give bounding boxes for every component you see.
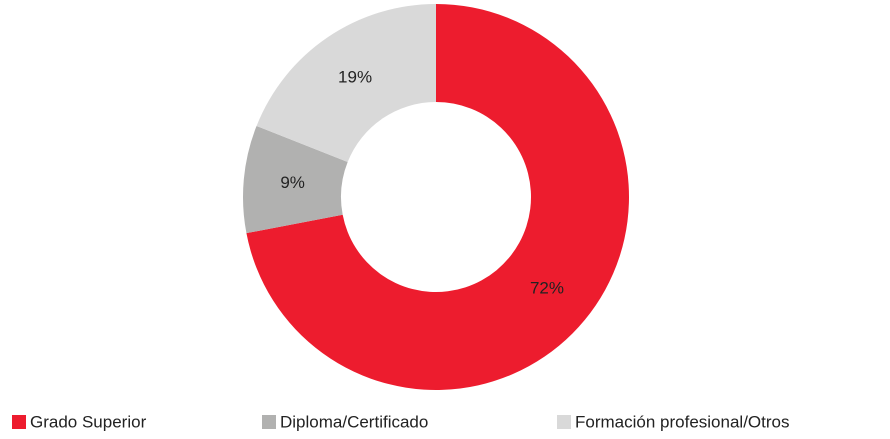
legend-swatch <box>557 415 571 429</box>
donut-segment <box>256 4 436 163</box>
data-label: 72% <box>530 278 564 297</box>
donut-segment <box>243 125 348 234</box>
data-label: 9% <box>280 173 305 192</box>
legend-label: Diploma/Certificado <box>280 412 428 431</box>
data-label: 19% <box>338 67 372 86</box>
legend-label: Grado Superior <box>30 412 147 431</box>
legend-swatch <box>262 415 276 429</box>
legend-swatch <box>12 415 26 429</box>
legend-label: Formación profesional/Otros <box>575 412 789 431</box>
donut-segment <box>246 4 629 390</box>
